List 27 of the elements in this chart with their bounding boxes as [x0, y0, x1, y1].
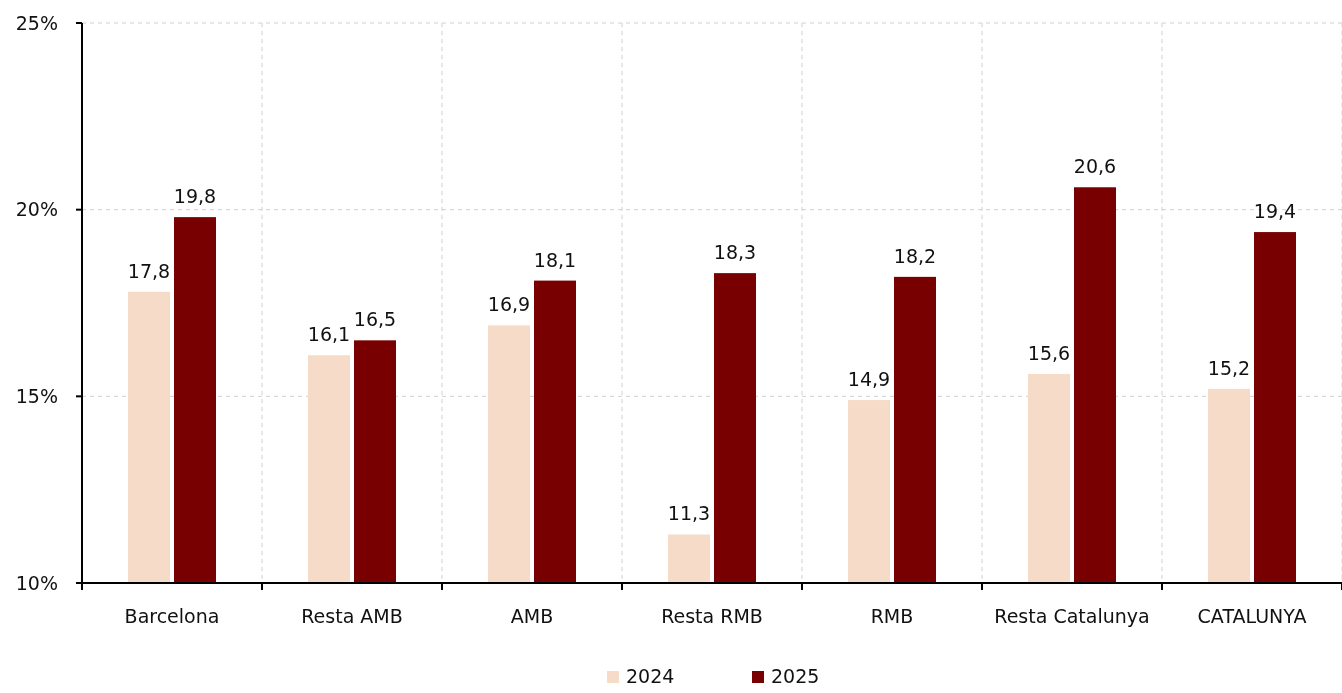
y-tick-label: 20% — [15, 198, 58, 221]
y-tick-label: 15% — [15, 384, 58, 407]
data-label: 17,8 — [127, 259, 171, 282]
x-tick-label: Barcelona — [124, 605, 220, 627]
x-tick-label: Resta AMB — [301, 605, 403, 627]
x-tick-label: RMB — [870, 605, 914, 627]
data-label: 19,8 — [173, 185, 217, 208]
data-label: 14,9 — [847, 368, 891, 391]
y-tick-label: 25% — [15, 11, 58, 34]
x-tick-label: CATALUNYA — [1197, 605, 1307, 627]
legend-label: 2025 — [771, 665, 820, 687]
data-label: 16,1 — [307, 323, 351, 346]
data-label: 15,2 — [1207, 356, 1251, 379]
data-label: 20,6 — [1073, 155, 1117, 178]
x-tick-label: AMB — [510, 605, 554, 627]
legend-label: 2024 — [626, 665, 675, 687]
data-label: 18,3 — [713, 241, 757, 264]
y-tick-label: 10% — [15, 571, 58, 594]
data-label: 18,1 — [533, 248, 577, 271]
x-tick-label: Resta RMB — [661, 605, 763, 627]
data-label: 19,4 — [1253, 200, 1297, 223]
data-label: 18,2 — [893, 244, 937, 267]
data-label: 11,3 — [667, 502, 711, 525]
x-tick-label: Resta Catalunya — [994, 605, 1150, 627]
data-label: 16,5 — [353, 308, 397, 331]
data-label: 16,9 — [487, 293, 531, 316]
data-label: 15,6 — [1027, 341, 1071, 364]
